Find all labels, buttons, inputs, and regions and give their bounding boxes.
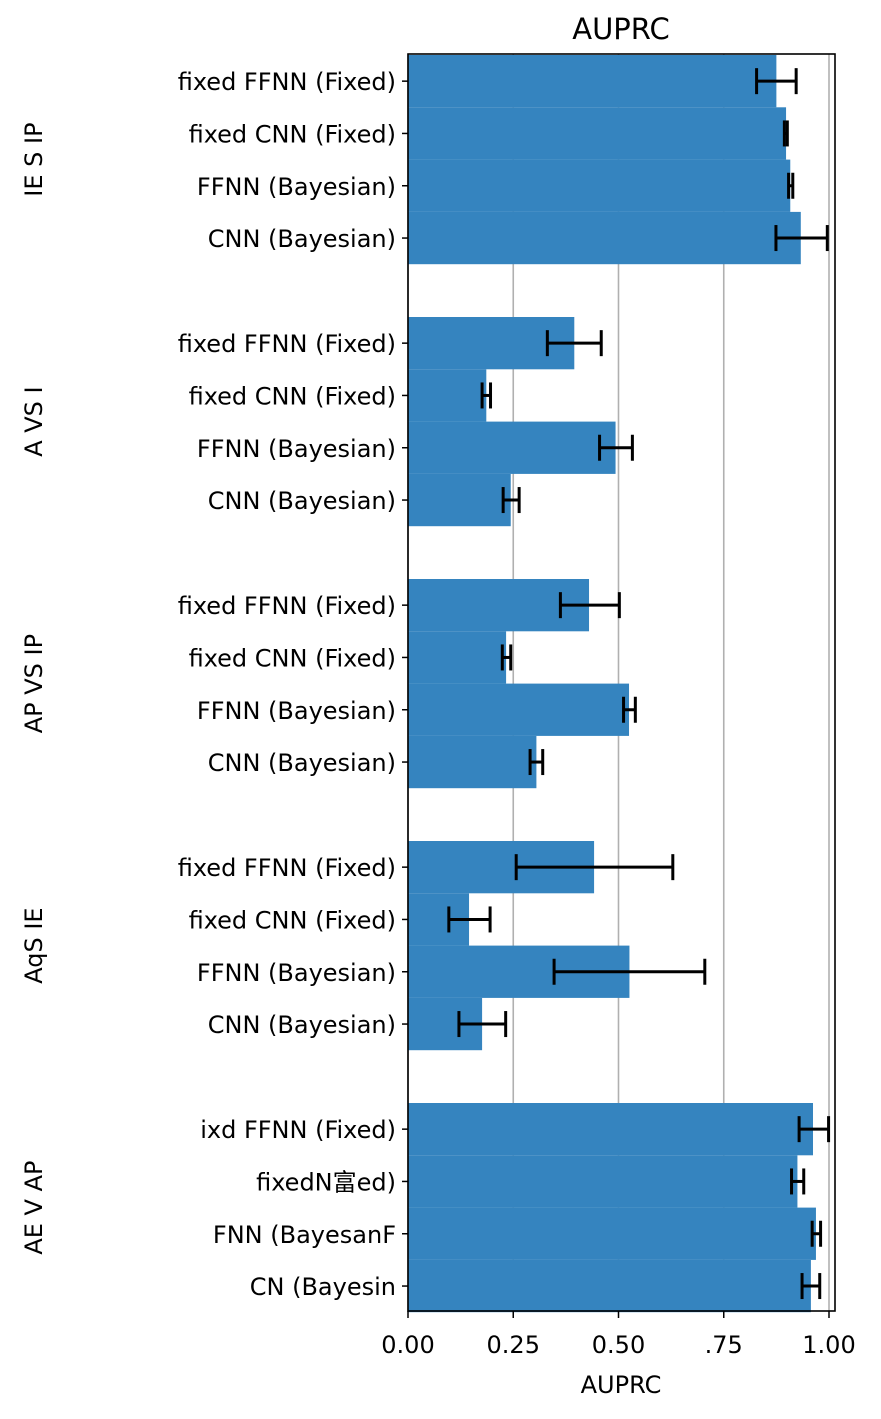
y-tick-label-g2-3: CNN (Bayesian) — [208, 749, 396, 777]
bar-g2-1 — [408, 631, 507, 684]
bar-g1-3 — [408, 473, 511, 527]
bar-g4-1 — [408, 1155, 798, 1208]
y-tick-label-g2-1: fixed CNN (Fixed) — [189, 644, 396, 672]
y-tick-label-g0-2: FFNN (Bayesian) — [197, 173, 396, 201]
error-bar-g1-1 — [480, 382, 493, 409]
bar-g1-1 — [408, 369, 487, 422]
error-bar-g4-3 — [800, 1273, 822, 1300]
error-bar-g2-2 — [622, 696, 637, 723]
y-tick-label-g0-1: fixed CNN (Fixed) — [189, 120, 396, 148]
group-label-1: A VS I — [20, 386, 48, 456]
plot-frame — [407, 53, 836, 1312]
error-bar-g2-3 — [528, 749, 545, 776]
bar-g0-1 — [408, 107, 787, 160]
y-tick-label-g0-3: CNN (Bayesian) — [208, 225, 396, 253]
error-bar-g3-2 — [552, 958, 707, 985]
error-bar-g0-3 — [774, 225, 829, 252]
error-bar-g1-0 — [545, 330, 603, 357]
y-tick-label-g1-0: fixed FFNN (Fixed) — [178, 330, 396, 358]
group-labels: IE S IP A VS I AP VS IP AqS IE AE V AP — [20, 122, 48, 1254]
error-bars — [447, 68, 831, 1300]
y-tick-label-g3-2: FFNN (Bayesian) — [197, 959, 396, 987]
bar-g0-2 — [408, 159, 791, 212]
y-tick-label-g4-2: FNN (BayesanF — [213, 1221, 396, 1249]
bar-g4-3 — [408, 1259, 811, 1313]
bar-g2-2 — [408, 683, 630, 736]
group-label-3: AqS IE — [20, 907, 48, 983]
y-tick-label-g1-3: CNN (Bayesian) — [208, 487, 396, 515]
error-bar-g3-1 — [447, 906, 492, 933]
error-bar-g0-2 — [787, 172, 795, 199]
x-tick-label-1: 0.25 — [487, 1331, 540, 1359]
error-bar-g2-0 — [558, 592, 621, 619]
x-tick-label-0: 0.00 — [381, 1331, 434, 1359]
bar-g1-2 — [408, 421, 616, 474]
x-tick-label-3: .75 — [705, 1331, 743, 1359]
error-bar-g3-3 — [457, 1011, 508, 1038]
bar-g2-0 — [408, 579, 590, 632]
error-bar-g2-1 — [500, 644, 513, 671]
x-tick-label-4: 1.00 — [802, 1331, 855, 1359]
y-tick-label-g0-0: fixed FFNN (Fixed) — [178, 68, 396, 96]
error-bar-g3-0 — [514, 854, 675, 881]
bar-g4-0 — [408, 1103, 814, 1156]
y-tick-label-g2-2: FFNN (Bayesian) — [197, 697, 396, 725]
bar-g2-3 — [408, 735, 537, 789]
bar-g0-3 — [408, 211, 801, 265]
y-tick-label-g3-0: fixed FFNN (Fixed) — [178, 854, 396, 882]
y-tick-label-g3-1: fixed CNN (Fixed) — [189, 906, 396, 934]
error-bar-g0-0 — [755, 68, 798, 95]
group-label-2: AP VS IP — [20, 634, 48, 733]
error-bar-g1-3 — [501, 487, 521, 514]
x-axis: 0.00 0.25 0.50 .75 1.00 — [381, 1311, 856, 1359]
y-tick-label-g4-0: ixd FFNN (Fixed) — [200, 1116, 396, 1144]
y-tick-label-g3-3: CNN (Bayesian) — [208, 1011, 396, 1039]
y-tick-label-g2-0: fixed FFNN (Fixed) — [178, 592, 396, 620]
group-label-0: IE S IP — [20, 122, 48, 196]
bars — [408, 55, 816, 1313]
x-axis-title: AUPRC — [581, 1371, 662, 1399]
error-bar-g1-2 — [598, 434, 634, 461]
y-tick-label-g4-3: CN (Bayesin — [250, 1273, 396, 1301]
error-bar-g0-1 — [782, 120, 789, 147]
chart-title: AUPRC — [572, 12, 670, 46]
error-bar-g4-1 — [790, 1168, 806, 1195]
error-bar-g4-0 — [797, 1116, 831, 1143]
error-bar-g4-2 — [810, 1220, 823, 1247]
y-tick-label-g1-2: FFNN (Bayesian) — [197, 435, 396, 463]
x-tick-label-2: 0.50 — [592, 1331, 645, 1359]
bar-g4-2 — [408, 1207, 816, 1260]
group-label-4: AE V AP — [20, 1161, 48, 1255]
y-tick-label-g4-1: fixedN富ed) — [256, 1168, 396, 1196]
bar-g0-0 — [408, 55, 777, 108]
y-tick-labels: fixed FFNN (Fixed) fixed CNN (Fixed) FFNN … — [178, 68, 408, 1301]
y-tick-label-g1-1: fixed CNN (Fixed) — [189, 382, 396, 410]
